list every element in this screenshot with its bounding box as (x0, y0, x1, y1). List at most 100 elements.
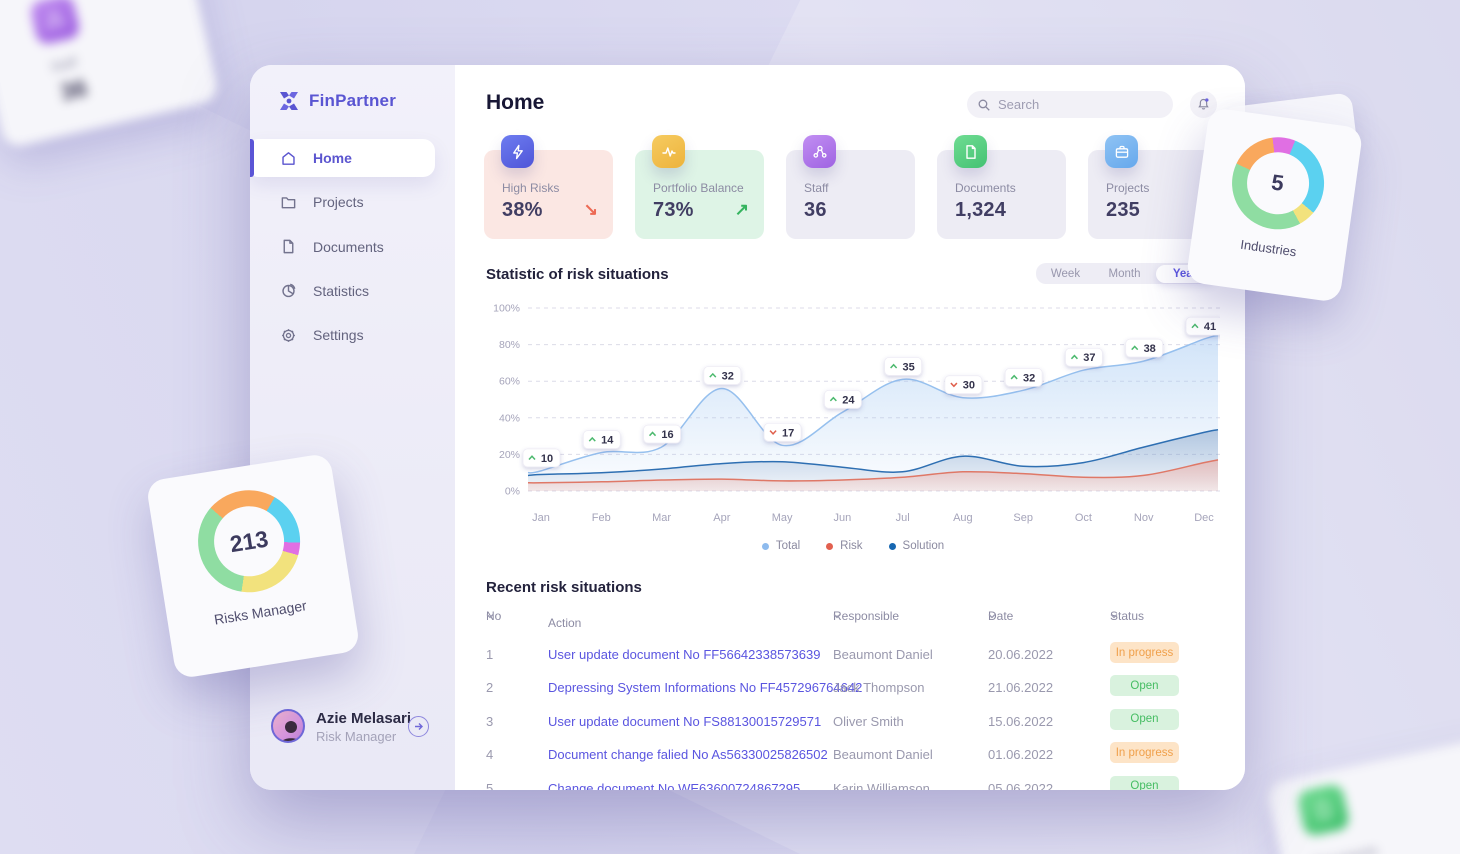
svg-text:37: 37 (1083, 352, 1095, 364)
column-header-label: Responsible (833, 609, 900, 623)
home-icon (280, 150, 297, 167)
svg-text:Jan: Jan (532, 512, 550, 524)
svg-text:10: 10 (541, 453, 553, 465)
industries-donut-chart: 5 (1225, 131, 1330, 236)
svg-text:80%: 80% (499, 339, 520, 351)
action-link[interactable]: Document change falied No As563300258265… (548, 747, 828, 763)
profile-role: Risk Manager (316, 729, 397, 744)
stat-card-value: 73% (653, 199, 694, 221)
svg-text:16: 16 (661, 429, 673, 441)
svg-text:Apr: Apr (713, 512, 730, 524)
sidebar-item-settings[interactable]: Settings (250, 316, 435, 354)
sidebar-item-home[interactable]: Home (250, 139, 435, 177)
stat-card-high-risks: High Risks 38% ↘ (484, 135, 613, 239)
search-input[interactable] (998, 97, 1158, 112)
status-badge: Open (1110, 775, 1179, 790)
sidebar-item-projects[interactable]: Projects (250, 183, 435, 221)
action-link[interactable]: Depressing System Informations No FF4572… (548, 680, 863, 696)
industries-donut-card: 5 Industries (1185, 107, 1364, 303)
stat-card-portfolio-balance: Portfolio Balance 73% ↗ (635, 135, 764, 239)
legend-label: Solution (902, 540, 945, 552)
activity-icon (652, 135, 685, 168)
arrow-right-icon (415, 723, 423, 730)
action-link[interactable]: User update document No FS88130015729571 (548, 713, 822, 729)
point-label-mar: 16 (643, 424, 681, 444)
chevron-down-icon (486, 613, 494, 619)
stat-card-label: Portfolio Balance (653, 181, 744, 195)
chart-section-title: Statistic of risk situations (486, 266, 669, 283)
search-bar[interactable] (967, 91, 1173, 118)
responsible-cell: Karin Williamson (833, 780, 930, 790)
main-content: Home High Risks 38% ↘ Portfolio Balance 73% ↗… (455, 65, 1245, 790)
responsible-cell: Beaumont Daniel (833, 747, 933, 763)
folder-icon (280, 194, 297, 211)
point-label-aug: 30 (944, 375, 983, 395)
stat-card-label: Documents (955, 181, 1016, 195)
svg-text:Oct: Oct (1075, 512, 1092, 524)
point-label-feb: 14 (582, 430, 621, 449)
legend-item-total: Total (761, 540, 801, 552)
row-number: 1 (486, 647, 494, 662)
search-icon (978, 99, 990, 111)
sidebar-item-documents[interactable]: Documents (250, 228, 435, 266)
table-row: 4 Document change falied No As56330025826… (486, 738, 1210, 771)
legend-label: Risk (840, 540, 863, 552)
profile-name: Azie Melasari (316, 710, 412, 727)
svg-text:20%: 20% (499, 449, 520, 461)
profile-card: Azie Melasari Risk Manager (250, 695, 455, 790)
avatar (271, 709, 305, 743)
svg-text:17: 17 (782, 427, 794, 439)
svg-text:40%: 40% (499, 412, 520, 424)
column-header-label: No (486, 609, 502, 623)
file-icon (280, 238, 297, 255)
point-label-sep: 32 (1004, 367, 1043, 387)
chart-legend: Total Risk Solution (486, 540, 1220, 552)
notification-bell-button[interactable] (1190, 91, 1217, 118)
svg-text:Aug: Aug (953, 512, 973, 524)
date-cell: 01.06.2022 (988, 747, 1054, 763)
risks-manager-label: Risks Manager (212, 597, 308, 628)
point-label-apr: 32 (703, 366, 742, 385)
svg-text:30: 30 (963, 380, 975, 392)
svg-text:14: 14 (601, 435, 614, 447)
briefcase-icon (1105, 135, 1138, 168)
svg-text:0%: 0% (505, 486, 520, 498)
svg-text:May: May (772, 512, 793, 524)
legend-label: Total (775, 540, 801, 552)
point-label-jul: 35 (884, 356, 923, 376)
svg-text:Mar: Mar (652, 512, 671, 524)
table-row: 3 User update document No FS8813001572957… (486, 705, 1210, 738)
tab-week[interactable]: Week (1050, 267, 1081, 280)
app-window: FinPartner Home Projects Documents Statisti… (250, 65, 1245, 790)
bell-icon (1198, 98, 1209, 110)
table-row: 2 Depressing System Informations No FF457… (486, 671, 1210, 704)
sidebar: FinPartner Home Projects Documents Statisti… (250, 65, 455, 790)
row-number: 5 (486, 780, 494, 790)
stat-card-label: High Risks (502, 181, 560, 195)
action-link[interactable]: User update document No FF56642338573639 (548, 647, 821, 662)
svg-text:35: 35 (902, 361, 914, 373)
action-link[interactable]: Change document No WE63600724867295 (548, 780, 801, 790)
sidebar-item-label: Documents (313, 238, 384, 255)
row-number: 3 (486, 713, 494, 729)
stat-card-value: 1,324 (955, 199, 1007, 221)
brand: FinPartner (278, 90, 396, 112)
svg-text:Jul: Jul (896, 512, 910, 524)
point-label-may: 17 (763, 422, 802, 442)
status-badge: In progress (1110, 642, 1179, 663)
svg-text:Sep: Sep (1013, 512, 1033, 524)
svg-text:100%: 100% (493, 303, 520, 315)
risk-chart: 100% 80% 60% 40% 20% 0% Jan Feb Mar Apr May Jun Jul A… (486, 300, 1224, 530)
tab-month[interactable]: Month (1108, 267, 1141, 280)
svg-text:38: 38 (1144, 343, 1156, 355)
profile-arrow-button[interactable] (408, 716, 429, 737)
doc-icon (954, 135, 987, 168)
staff-icon (803, 135, 836, 168)
stat-card-value: 38% (502, 199, 543, 221)
legend-item-risk: Risk (826, 540, 863, 552)
status-badge: Open (1110, 675, 1179, 697)
sidebar-item-statistics[interactable]: Statistics (250, 272, 435, 310)
responsible-cell: Oliver Smith (833, 713, 904, 729)
sidebar-item-label: Statistics (313, 282, 370, 299)
